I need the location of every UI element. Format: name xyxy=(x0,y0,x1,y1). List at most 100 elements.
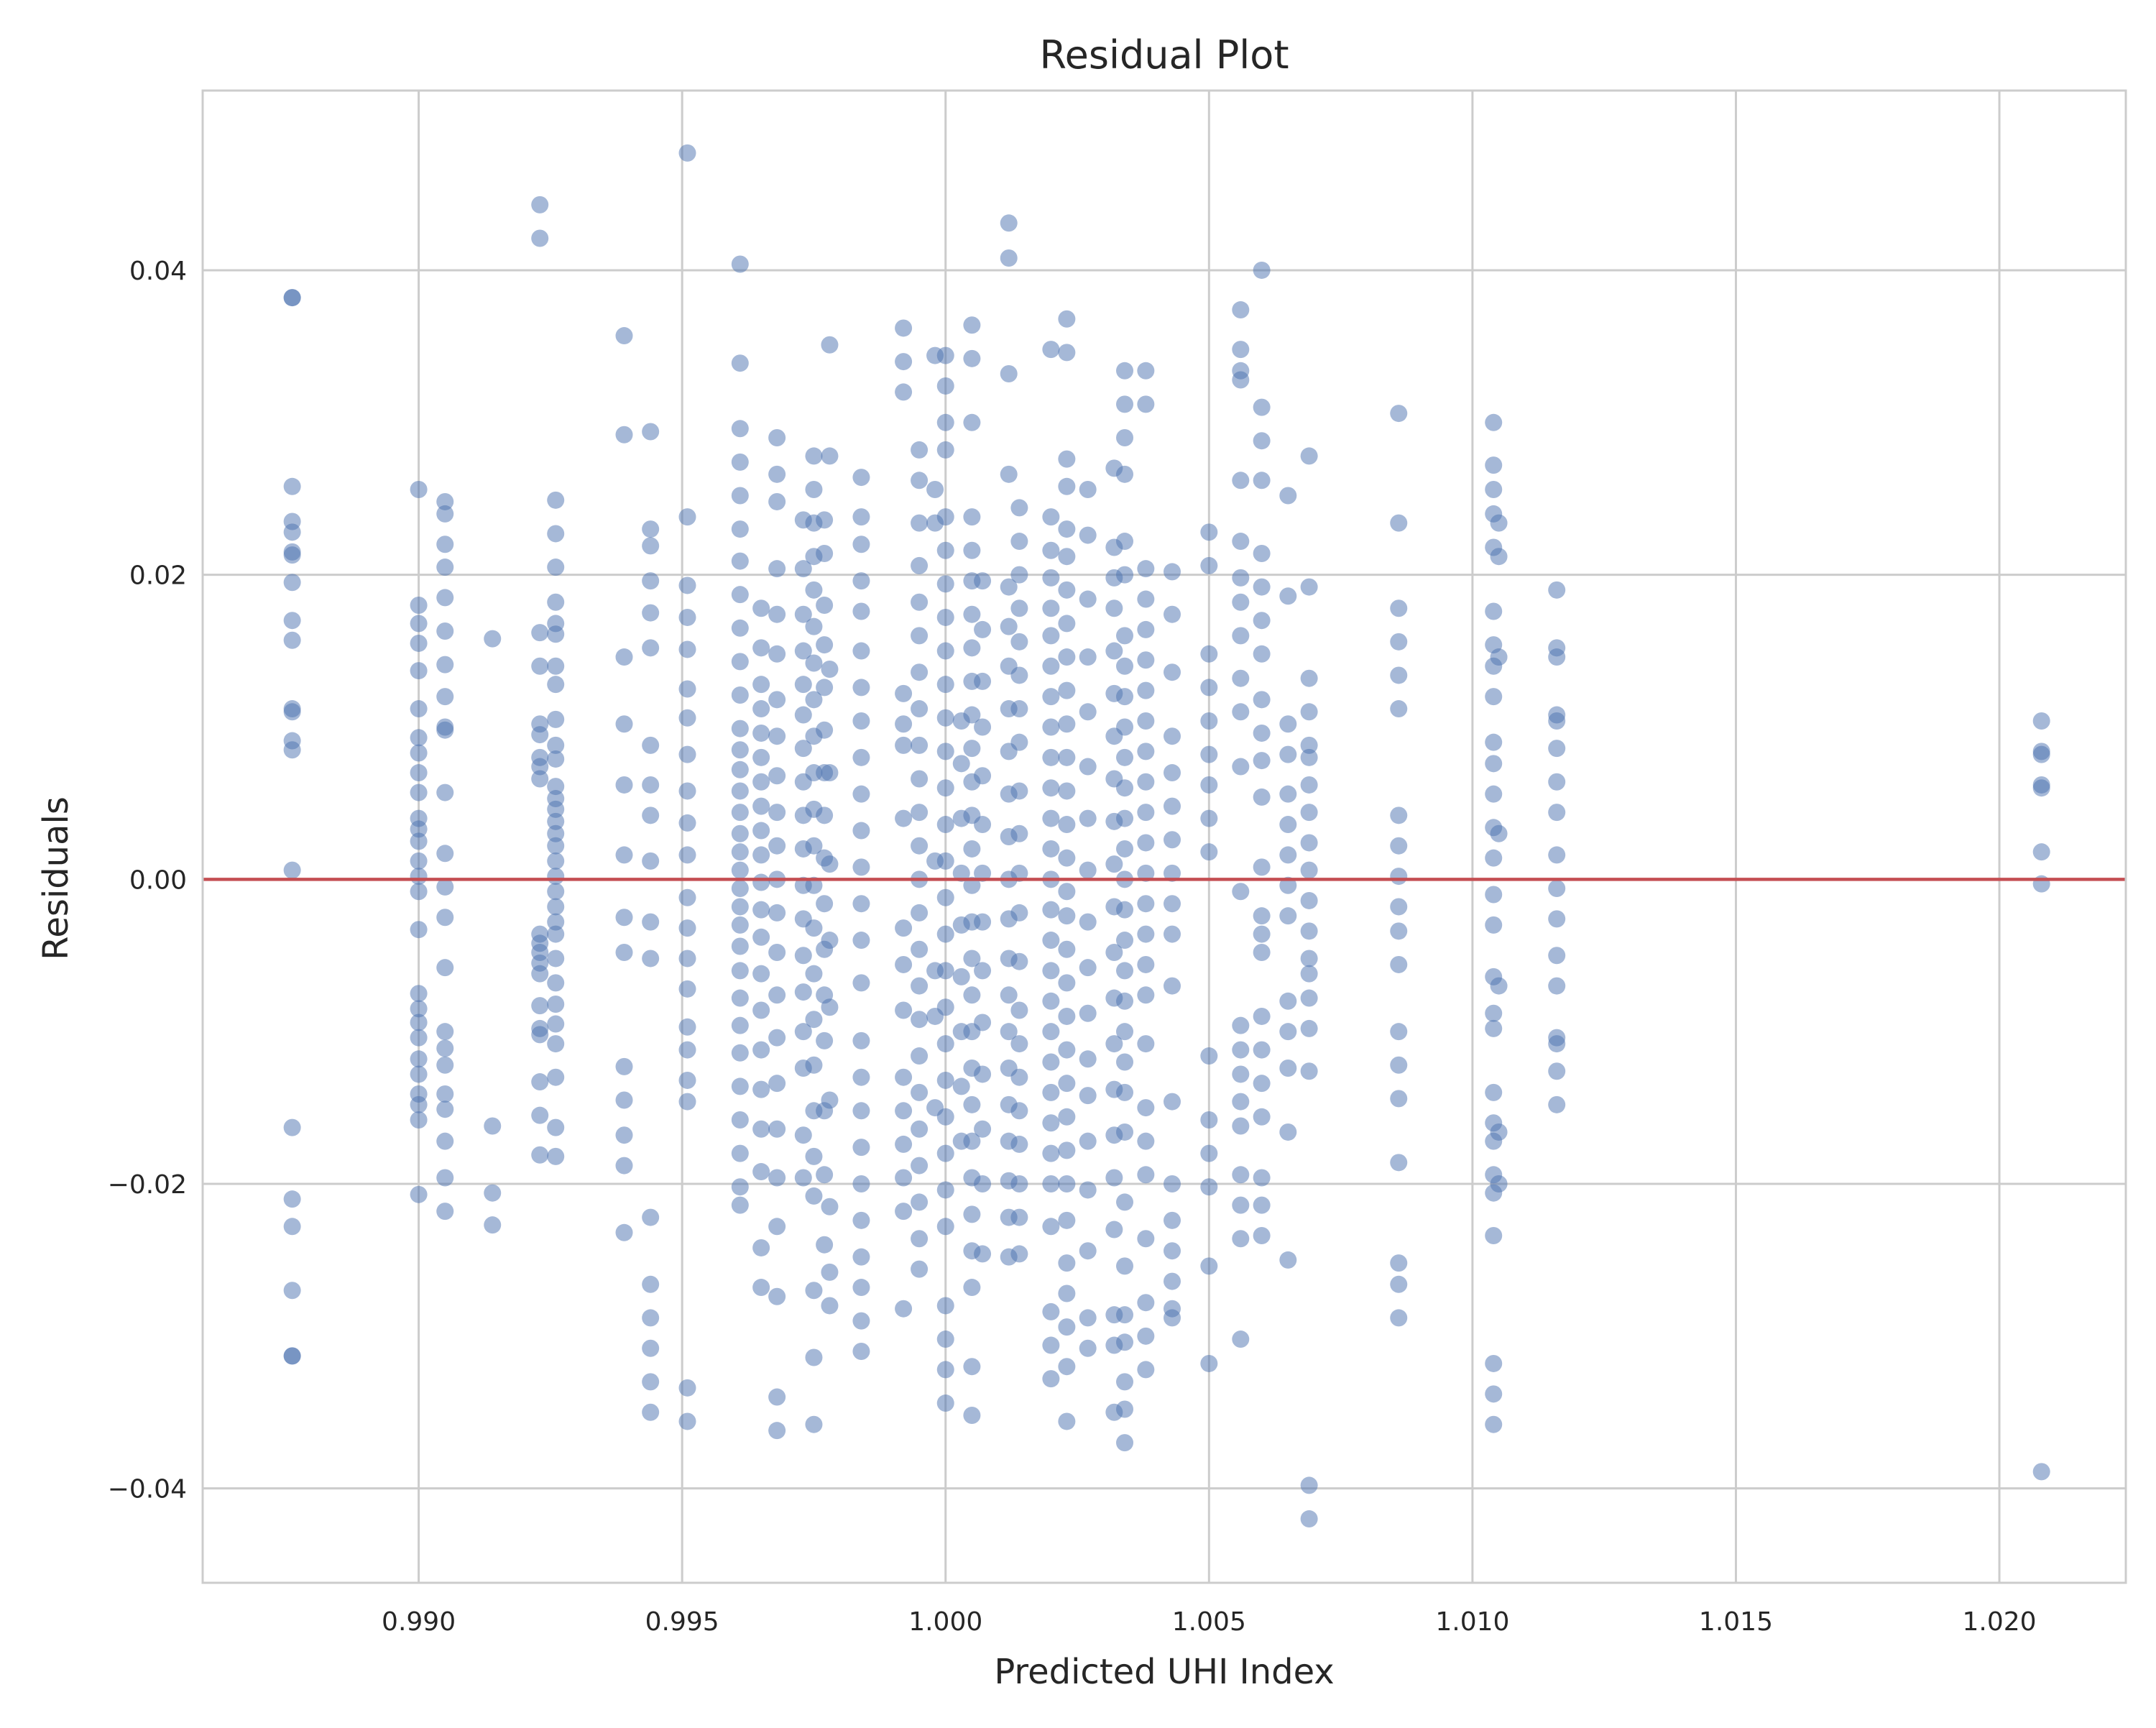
residual-point xyxy=(952,755,970,773)
residual-point xyxy=(1116,395,1134,413)
residual-point xyxy=(1079,959,1097,977)
residual-point xyxy=(531,1073,549,1091)
residual-point xyxy=(1232,1196,1250,1214)
residual-point xyxy=(852,1102,870,1120)
residual-point xyxy=(678,980,696,998)
residual-point xyxy=(1105,943,1123,961)
residual-point xyxy=(547,812,565,830)
residual-point xyxy=(283,1347,301,1365)
residual-point xyxy=(1042,718,1060,736)
residual-point xyxy=(1042,1302,1060,1320)
residual-point xyxy=(1485,1354,1503,1372)
residual-point xyxy=(974,672,992,690)
residual-point xyxy=(678,1379,696,1397)
residual-point xyxy=(911,1120,929,1138)
residual-point xyxy=(410,1065,428,1083)
residual-point xyxy=(752,822,770,840)
residual-point xyxy=(816,1236,834,1254)
residual-point xyxy=(436,878,454,896)
residual-point xyxy=(752,1001,770,1019)
residual-point xyxy=(1058,715,1076,733)
residual-point xyxy=(484,1216,502,1234)
residual-point xyxy=(1279,1059,1297,1077)
residual-point xyxy=(410,985,428,1003)
residual-point xyxy=(1116,840,1134,858)
residual-point xyxy=(974,913,992,931)
residual-point xyxy=(436,1039,454,1057)
residual-point xyxy=(1279,992,1297,1010)
residual-point xyxy=(768,1029,786,1047)
residual-point xyxy=(1137,620,1155,638)
residual-point xyxy=(436,688,454,706)
residual-point xyxy=(895,919,913,937)
residual-point xyxy=(1390,1154,1408,1172)
residual-point xyxy=(1058,816,1076,834)
residual-point xyxy=(911,700,929,718)
residual-point xyxy=(794,1023,812,1041)
residual-point xyxy=(731,916,749,934)
residual-point xyxy=(1163,977,1181,995)
residual-point xyxy=(436,1023,454,1041)
residual-point xyxy=(1200,1047,1218,1065)
residual-point xyxy=(963,349,981,367)
residual-point xyxy=(1485,1019,1503,1037)
residual-point xyxy=(1300,891,1318,909)
residual-point xyxy=(1042,688,1060,706)
residual-point xyxy=(936,1361,954,1379)
residual-point xyxy=(1079,648,1097,666)
residual-point xyxy=(642,776,660,794)
residual-point xyxy=(1253,261,1271,279)
residual-point xyxy=(1079,590,1097,608)
residual-point xyxy=(1116,566,1134,584)
residual-point xyxy=(642,950,660,968)
residual-point xyxy=(1485,849,1503,867)
residual-point xyxy=(1548,846,1566,864)
residual-point xyxy=(615,943,633,961)
residual-point xyxy=(1079,1181,1097,1199)
residual-point xyxy=(936,346,954,364)
residual-point xyxy=(1010,1068,1028,1086)
residual-point xyxy=(1137,773,1155,791)
residual-point xyxy=(821,1297,839,1315)
residual-point xyxy=(1163,663,1181,681)
residual-point xyxy=(1232,1230,1250,1248)
residual-point xyxy=(1279,745,1297,763)
residual-point xyxy=(731,760,749,778)
residual-point xyxy=(1485,456,1503,474)
residual-point xyxy=(436,505,454,523)
residual-point xyxy=(1010,782,1028,800)
residual-point xyxy=(436,909,454,927)
residual-point xyxy=(852,1068,870,1086)
residual-point xyxy=(1042,992,1060,1010)
residual-point xyxy=(805,919,823,937)
residual-point xyxy=(895,1102,913,1120)
residual-point xyxy=(410,744,428,762)
residual-point xyxy=(678,608,696,626)
residual-point xyxy=(936,608,954,626)
residual-point xyxy=(752,1080,770,1098)
residual-point xyxy=(1010,1001,1028,1019)
residual-point xyxy=(484,1184,502,1202)
residual-point xyxy=(642,1208,660,1226)
residual-point xyxy=(1390,666,1408,684)
residual-point xyxy=(1000,465,1018,483)
residual-point xyxy=(1116,1373,1134,1391)
residual-point xyxy=(642,913,660,931)
residual-point xyxy=(1253,398,1271,416)
x-tick-label: 1.005 xyxy=(1172,1607,1246,1637)
residual-point xyxy=(1058,548,1076,566)
residual-point xyxy=(1116,718,1134,736)
residual-point xyxy=(1058,1141,1076,1159)
residual-point xyxy=(1300,447,1318,465)
residual-point xyxy=(1232,1166,1250,1184)
residual-point xyxy=(678,640,696,658)
residual-point xyxy=(1137,986,1155,1004)
residual-point xyxy=(936,888,954,906)
residual-point xyxy=(1058,344,1076,362)
residual-point xyxy=(911,514,929,532)
residual-point xyxy=(974,1065,992,1083)
residual-point xyxy=(1010,633,1028,651)
residual-point xyxy=(805,1415,823,1433)
residual-point xyxy=(1300,861,1318,879)
